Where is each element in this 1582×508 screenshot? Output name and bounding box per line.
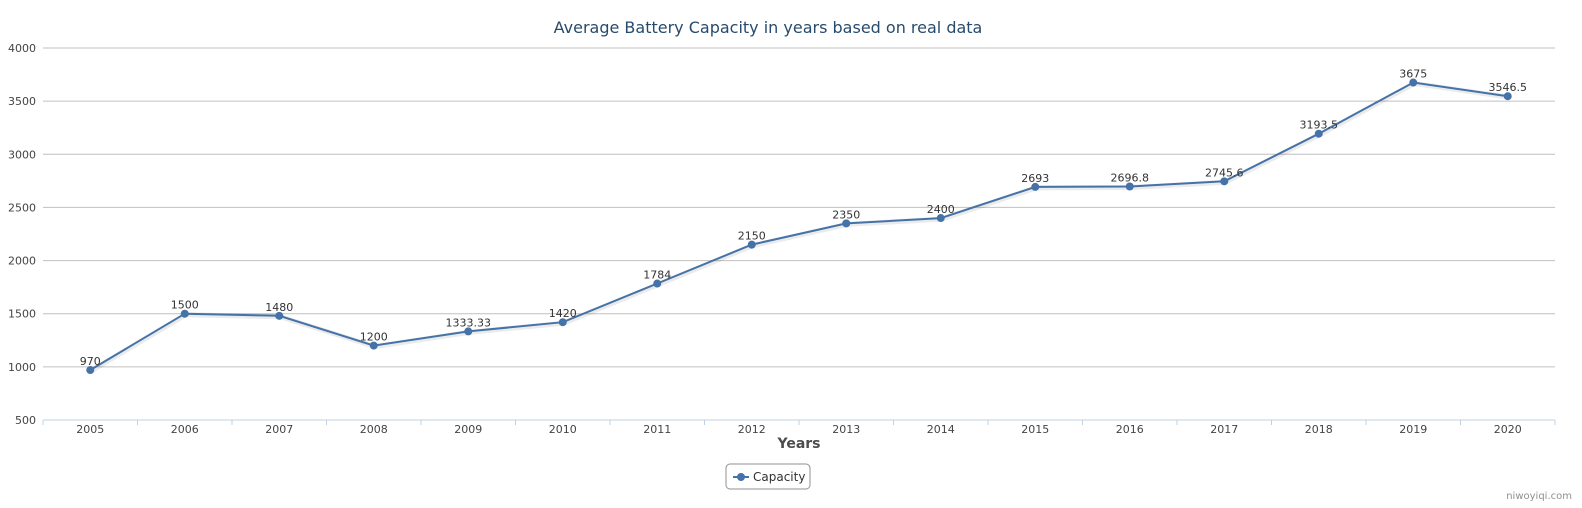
legend[interactable]: Capacity [725,463,811,490]
y-axis-ticks: 500 1000 1500 2000 2500 3000 3500 4000 [8,42,36,427]
x-tick-label: 2010 [549,423,577,436]
x-tick-label: 2016 [1116,423,1144,436]
data-point [180,309,189,318]
x-tick-label: 2013 [832,423,860,436]
x-tick-label: 2009 [454,423,482,436]
chart-title: Average Battery Capacity in years based … [554,18,983,37]
data-label: 1333.33 [446,316,492,329]
data-label: 2150 [738,230,766,243]
x-tick-label: 2008 [360,423,388,436]
data-point [369,341,378,350]
data-point [1409,78,1418,87]
x-tick-label: 2018 [1305,423,1333,436]
x-tick-label: 2012 [738,423,766,436]
data-point [936,214,945,223]
x-tick-label: 2014 [927,423,955,436]
x-tick-label: 2011 [643,423,671,436]
y-tick-label: 1500 [8,308,36,321]
data-point [1314,129,1323,138]
data-label: 2693 [1021,172,1049,185]
data-point [275,311,284,320]
data-point [1220,177,1229,186]
data-label: 3675 [1399,68,1427,81]
data-label: 1500 [171,299,199,312]
data-point [842,219,851,228]
y-tick-label: 1000 [8,361,36,374]
credit-text[interactable]: niwoyiqi.com [1506,491,1572,502]
data-point [558,318,567,327]
y-tick-label: 2000 [8,255,36,268]
data-label: 2350 [832,208,860,221]
legend-marker [737,473,745,481]
data-point [1125,182,1134,191]
y-tick-label: 500 [15,414,36,427]
data-label: 1420 [549,307,577,320]
data-point [1031,182,1040,191]
series-capacity: 970 1500 1480 1200 1333.33 1420 1784 2150 2350 24… [80,68,1527,375]
data-point [747,240,756,249]
data-point [86,366,95,375]
data-label: 2400 [927,203,955,216]
x-tick-label: 2005 [76,423,104,436]
x-axis-title: Years [776,436,820,452]
y-tick-label: 3000 [8,148,36,161]
x-tick-label: 2019 [1399,423,1427,436]
x-axis-ticks: 2005 2006 2007 2008 2009 2010 2011 2012 2013 2014… [42,420,1556,436]
data-label: 1784 [643,269,671,282]
data-label: 3546.5 [1489,81,1528,94]
data-point [464,327,473,336]
data-label: 2745.6 [1205,166,1244,179]
x-tick-label: 2007 [265,423,293,436]
data-label: 1480 [265,301,293,314]
x-tick-label: 2017 [1210,423,1238,436]
legend-item-capacity: Capacity [753,470,805,484]
data-point [653,279,662,288]
grid-lines [43,47,1555,368]
legend-box [725,463,811,490]
y-tick-label: 2500 [8,201,36,214]
x-tick-label: 2015 [1021,423,1049,436]
data-point [1503,92,1512,101]
data-label: 2696.8 [1111,172,1150,185]
y-tick-label: 3500 [8,95,36,108]
x-tick-label: 2006 [171,423,199,436]
series-shadow [90,80,1510,374]
x-tick-label: 2020 [1494,423,1522,436]
data-label: 970 [80,355,101,368]
y-tick-label: 4000 [8,42,36,55]
data-label: 1200 [360,331,388,344]
series-line [89,81,1508,371]
data-label: 3193.5 [1300,119,1339,132]
